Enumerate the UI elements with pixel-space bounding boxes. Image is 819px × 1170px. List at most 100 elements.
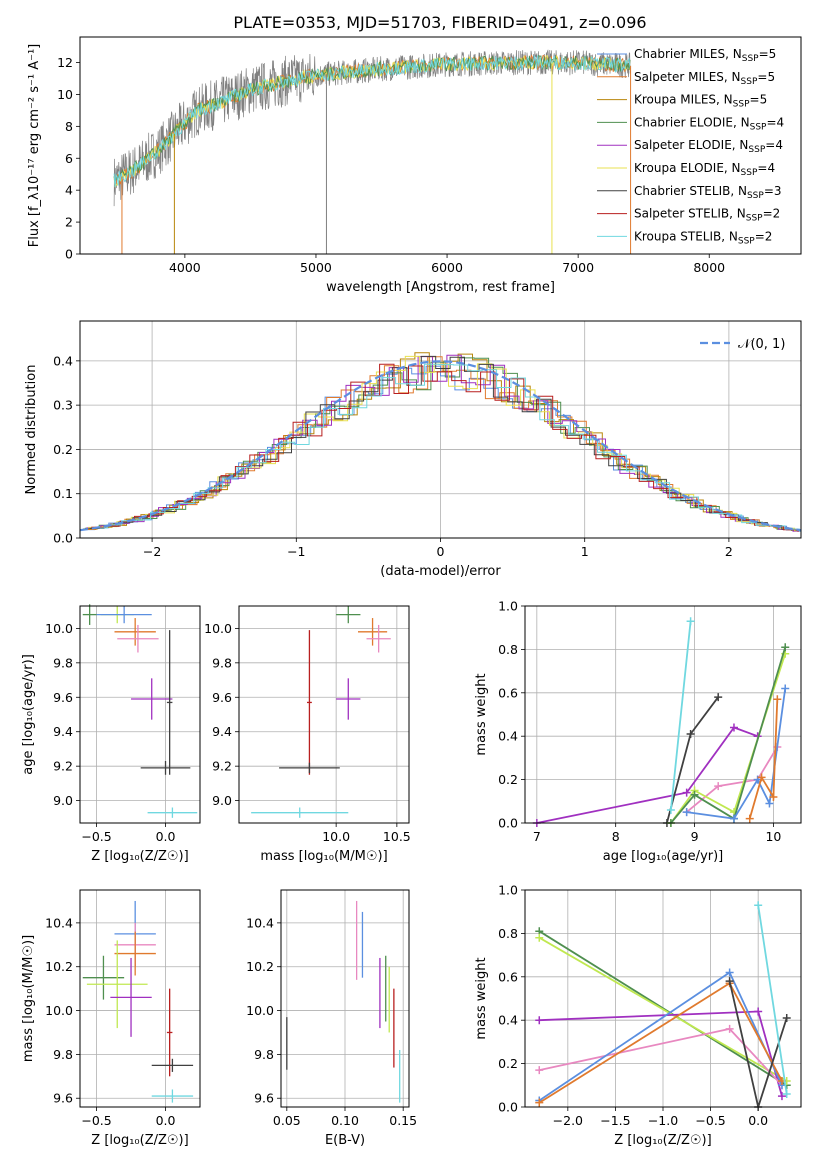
y-tick-label: 0.0 bbox=[498, 1100, 518, 1115]
y-tick-label: 10.0 bbox=[45, 1003, 73, 1018]
legend-entry: Chabrier STELIB, NSSP=3 bbox=[634, 184, 782, 201]
y-tick-label: 0.4 bbox=[498, 729, 518, 744]
legend-sub: SSP bbox=[741, 168, 758, 178]
series-marker bbox=[781, 643, 790, 652]
series-line bbox=[536, 726, 758, 824]
x-tick-label: −0.5 bbox=[81, 829, 111, 844]
y-axis-label: Normed distribution bbox=[24, 365, 39, 495]
legend-label: Chabrier ELODIE, N bbox=[634, 115, 750, 129]
x-tick-label: 0.10 bbox=[331, 1113, 359, 1128]
series-line bbox=[538, 971, 783, 1102]
y-tick-label: 10.2 bbox=[45, 959, 73, 974]
series-marker bbox=[682, 788, 691, 797]
y-tick-label: 12 bbox=[57, 55, 73, 70]
histogram-step bbox=[88, 355, 801, 532]
x-tick-label: 7 bbox=[533, 829, 541, 844]
y-tick-label: 9.6 bbox=[254, 1091, 274, 1106]
legend-sub: SSP bbox=[741, 77, 758, 87]
plots-layer: 4000 5000 6000 7000 8000024681012wavelength … bbox=[21, 36, 802, 1148]
legend-label: Kroupa MILES, N bbox=[634, 93, 733, 107]
legend-label: Salpeter STELIB, N bbox=[634, 207, 746, 221]
y-tick-label: 1.0 bbox=[498, 883, 518, 898]
series-line bbox=[670, 646, 787, 824]
x-tick-label: 10.0 bbox=[322, 829, 350, 844]
x-axis-label: mass [log₁₀(M/M☉)] bbox=[260, 849, 387, 864]
legend-entry: Kroupa ELODIE, NSSP=4 bbox=[634, 161, 775, 178]
y-tick-label: 0.4 bbox=[53, 353, 73, 368]
series-marker bbox=[765, 799, 774, 808]
y-tick-label: 10.2 bbox=[246, 959, 274, 974]
y-tick-label: 0.2 bbox=[53, 442, 73, 457]
legend-suffix: =4 bbox=[765, 138, 783, 152]
legend-suffix: =3 bbox=[764, 184, 782, 198]
axes-frame bbox=[79, 36, 802, 255]
legend-suffix: =2 bbox=[763, 207, 781, 221]
x-tick-label: −1 bbox=[287, 544, 305, 559]
y-tick-label: 9.6 bbox=[212, 690, 232, 705]
x-axis-label: Z [log₁₀(Z/Z☉)] bbox=[614, 1133, 711, 1148]
axes-frame bbox=[238, 605, 410, 824]
legend-label: Kroupa STELIB, N bbox=[634, 229, 738, 243]
y-tick-label: 10.0 bbox=[45, 621, 73, 636]
y-tick-label: 0.3 bbox=[53, 398, 73, 413]
legend-entry: Kroupa MILES, NSSP=5 bbox=[634, 93, 767, 110]
errorbar-group bbox=[82, 900, 194, 1103]
series-marker bbox=[690, 790, 699, 799]
y-tick-label: 0.0 bbox=[53, 531, 73, 546]
spectrum-data-line bbox=[113, 49, 631, 207]
spectrum-lines bbox=[113, 49, 632, 254]
normal-curve bbox=[79, 360, 802, 532]
y-tick-label: 9.0 bbox=[212, 793, 232, 808]
legend-suffix: =4 bbox=[757, 161, 775, 175]
y-axis-label: mass weight bbox=[474, 673, 489, 755]
x-tick-label: 7000 bbox=[562, 260, 594, 275]
x-axis-label: wavelength [Angstrom, rest frame] bbox=[326, 280, 555, 295]
errorbar-group bbox=[82, 604, 198, 818]
axes-frame bbox=[79, 605, 201, 824]
y-tick-label: 10 bbox=[57, 87, 73, 102]
series-line bbox=[670, 653, 787, 824]
y-tick-label: 0.6 bbox=[498, 969, 518, 984]
y-tick-label: 9.6 bbox=[53, 1091, 73, 1106]
series-marker bbox=[745, 814, 754, 823]
legend-entry: Salpeter STELIB, NSSP=2 bbox=[634, 207, 780, 224]
x-tick-label: 1 bbox=[581, 544, 589, 559]
y-tick-label: 8 bbox=[65, 119, 73, 134]
x-tick-label: 10 bbox=[765, 829, 781, 844]
y-tick-label: 4 bbox=[65, 183, 73, 198]
histogram-step bbox=[92, 363, 801, 532]
y-tick-label: 6 bbox=[65, 151, 73, 166]
series-marker bbox=[781, 684, 790, 693]
y-axis-label: age [log₁₀(age/yr)] bbox=[21, 654, 36, 775]
y-tick-label: 9.8 bbox=[254, 1047, 274, 1062]
series-marker bbox=[754, 1007, 763, 1016]
x-tick-label: −2.0 bbox=[553, 1113, 583, 1128]
axes-frame bbox=[79, 889, 201, 1108]
axes-frame bbox=[280, 889, 410, 1108]
x-tick-label: −1.0 bbox=[648, 1113, 678, 1128]
y-axis-label: mass weight bbox=[474, 957, 489, 1039]
series-marker bbox=[782, 1014, 791, 1023]
x-tick-label: 8000 bbox=[693, 260, 725, 275]
legend-suffix: =5 bbox=[750, 93, 768, 107]
series-marker bbox=[725, 977, 734, 986]
series-line bbox=[748, 699, 779, 819]
series-marker bbox=[686, 617, 695, 626]
x-axis-label: Z [log₁₀(Z/Z☉)] bbox=[91, 849, 188, 864]
x-tick-label: −1.5 bbox=[600, 1113, 630, 1128]
x-tick-label: 0 bbox=[437, 544, 445, 559]
y-axis-label: mass [log₁₀(M/M☉)] bbox=[21, 935, 36, 1062]
legend-entry: Kroupa STELIB, NSSP=2 bbox=[634, 229, 772, 246]
y-tick-label: 9.4 bbox=[212, 724, 232, 739]
spectrum-model-line bbox=[113, 54, 631, 185]
axes-frame bbox=[524, 889, 802, 1108]
y-tick-label: 10.0 bbox=[246, 1003, 274, 1018]
legend-entry: Chabrier ELODIE, NSSP=4 bbox=[634, 115, 784, 132]
x-tick-label: −0.5 bbox=[695, 1113, 725, 1128]
x-tick-label: 10.5 bbox=[383, 829, 411, 844]
series-line bbox=[538, 930, 788, 1087]
y-tick-label: 0.0 bbox=[498, 816, 518, 831]
y-tick-label: 9.2 bbox=[53, 759, 73, 774]
legend-suffix: =2 bbox=[755, 229, 773, 243]
y-tick-label: 2 bbox=[65, 215, 73, 230]
